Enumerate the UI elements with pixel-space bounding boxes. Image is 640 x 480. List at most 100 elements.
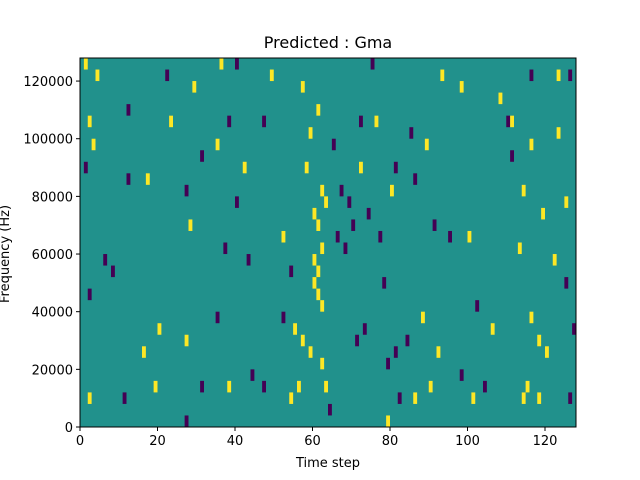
heatmap-cell-high [316, 219, 321, 231]
heatmap-cell-low [393, 161, 398, 174]
heatmap-cell-high [308, 346, 313, 358]
heatmap-cell-high [142, 346, 146, 358]
heatmap-cell-high [467, 230, 472, 243]
heatmap-cell-high [413, 392, 418, 404]
heatmap-cell-low [366, 207, 371, 220]
heatmap-cell-low [483, 380, 487, 393]
plot-frame [79, 57, 577, 428]
heatmap-cell-high [242, 161, 247, 174]
heatmap-cell-high [564, 196, 569, 208]
x-axis-label: Time step [295, 456, 360, 471]
heatmap-cell-low [250, 369, 255, 381]
heatmap-cell-low [339, 184, 344, 197]
y-tick-label: 0 [65, 421, 73, 436]
heatmap-cell-high [312, 207, 317, 220]
heatmap-cell-low [568, 69, 573, 82]
x-tick-label: 40 [227, 434, 244, 449]
heatmap-cell-low [359, 115, 363, 128]
heatmap-cell-high [510, 115, 514, 128]
heatmap-cell-low [200, 150, 204, 162]
heatmap-cell-high [153, 380, 158, 393]
heatmap-cell-high [517, 242, 522, 255]
heatmap-plot-area [79, 57, 577, 428]
heatmap-cell-high [386, 415, 390, 427]
heatmap-cell-high [525, 380, 530, 393]
heatmap-cell-low [529, 69, 534, 82]
heatmap-cell-low [235, 196, 239, 208]
heatmap-cell-low [281, 311, 286, 324]
heatmap-cell-low [397, 392, 402, 404]
heatmap-cell-high [169, 115, 173, 128]
heatmap-cell-low [568, 392, 573, 404]
heatmap-cell-low [459, 369, 464, 381]
x-tick-label: 120 [533, 434, 558, 449]
heatmap-cell-low [405, 334, 410, 347]
heatmap-cell-high [521, 184, 526, 197]
x-tick-label: 0 [76, 434, 84, 449]
heatmap-cell-high [289, 392, 294, 404]
heatmap-cell-high [471, 392, 476, 404]
heatmap-cell-low [83, 161, 88, 174]
y-tick-label: 20000 [32, 363, 73, 378]
heatmap-cell-low [331, 138, 336, 151]
heatmap-cell-high [281, 230, 286, 243]
heatmap-cell-high [374, 115, 379, 128]
heatmap-cell-high [157, 323, 162, 335]
heatmap-cell-high [545, 346, 549, 358]
heatmap-cell-low [200, 380, 204, 393]
heatmap-cell-high [300, 334, 305, 347]
y-axis: 0 20000 40000 60000 80000 100000 120000 [23, 75, 80, 436]
x-axis: 0 20 40 60 80 100 120 [76, 427, 558, 449]
heatmap-cell-low [184, 415, 189, 427]
heatmap-cell-high [308, 127, 313, 139]
heatmap-cell-low [122, 392, 127, 404]
heatmap-cell-high [552, 254, 557, 266]
heatmap-cell-low [386, 357, 390, 370]
heatmap-cell-high [297, 380, 301, 393]
heatmap-background [80, 58, 576, 427]
heatmap-cell-low [393, 346, 398, 358]
y-tick-label: 40000 [32, 306, 73, 321]
heatmap-cell-high [293, 323, 297, 335]
heatmap-cell-low [246, 254, 251, 266]
heatmap-cell-high [529, 138, 534, 151]
heatmap-cell-high [304, 161, 309, 174]
heatmap-cell-high [440, 69, 445, 82]
y-tick-label: 60000 [32, 248, 73, 263]
heatmap-cell-high [320, 357, 325, 370]
heatmap-cell-low [370, 58, 375, 70]
x-tick-label: 80 [382, 434, 399, 449]
heatmap-cell-low [409, 127, 414, 139]
heatmap-cell-low [355, 334, 359, 347]
heatmap-cell-low [184, 184, 189, 197]
heatmap-cell-high [83, 58, 88, 70]
heatmap-cell-low [262, 380, 266, 393]
heatmap-cell-high [424, 138, 429, 151]
heatmap-cell-high [312, 277, 317, 289]
y-tick-label: 100000 [23, 133, 73, 148]
x-tick-label: 20 [149, 434, 166, 449]
heatmap-cell-low [506, 115, 511, 128]
heatmap-cell-high [556, 127, 561, 139]
heatmap-cell-low [262, 115, 266, 128]
heatmap-cell-low [126, 173, 131, 185]
heatmap-cell-high [320, 184, 325, 197]
heatmap-cell-low [103, 254, 108, 266]
heatmap-cell-high [184, 334, 189, 347]
heatmap-cell-high [537, 392, 542, 404]
heatmap-cell-high [145, 173, 150, 185]
heatmap-cell-low [223, 242, 228, 255]
heatmap-cell-high [529, 311, 534, 324]
heatmap-cell-high [428, 380, 433, 393]
heatmap-cell-high [459, 81, 464, 93]
heatmap-cell-high [188, 219, 193, 231]
heatmap-cell-high [324, 196, 328, 208]
heatmap-cell-high [390, 184, 394, 197]
heatmap-cell-high [324, 380, 328, 393]
heatmap-cell-high [91, 138, 96, 151]
heatmap-cell-high [316, 265, 321, 278]
heatmap-cell-high [556, 69, 561, 82]
heatmap-cell-low [347, 196, 352, 208]
heatmap-cell-high [192, 81, 197, 93]
